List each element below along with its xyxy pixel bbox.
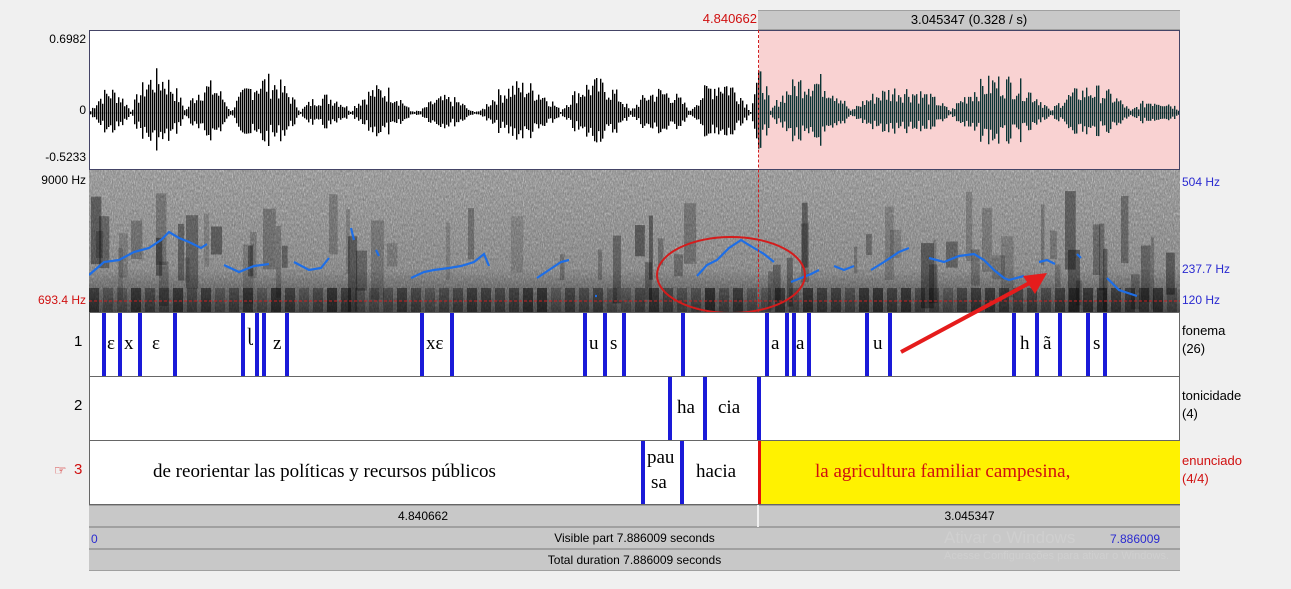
interval-boundary[interactable]	[680, 441, 684, 504]
visible-part-bar[interactable]: Visible part 7.886009 seconds	[89, 527, 1180, 549]
selection-duration-bar[interactable]: 3.045347 (0.328 / s)	[758, 10, 1180, 30]
interval-boundary[interactable]	[583, 313, 587, 376]
tier-number-1: 1	[74, 333, 83, 350]
interval-boundary[interactable]	[262, 313, 266, 376]
segment-duration-left[interactable]: 4.840662	[89, 505, 757, 527]
interval-boundary[interactable]	[1058, 313, 1062, 376]
phoneme-label: ã	[1043, 333, 1052, 354]
interval-boundary[interactable]	[641, 441, 645, 504]
pitch-min-label: 120 Hz	[1182, 293, 1221, 307]
tier-name-1: fonema (26)	[1182, 323, 1226, 356]
selection-duration-label: 3.045347 (0.328 / s)	[910, 12, 1028, 27]
pitch-max-label: 504 Hz	[1182, 175, 1221, 189]
tier-number-2: 2	[74, 397, 83, 414]
phoneme-label: s	[1093, 333, 1101, 354]
interval-boundary[interactable]	[285, 313, 289, 376]
interval-boundary[interactable]	[173, 313, 177, 376]
highlight-ellipse	[656, 236, 806, 312]
interval-boundary[interactable]	[118, 313, 122, 376]
pitch-cursor-label: 237.7 Hz	[1182, 262, 1231, 276]
phoneme-label: u	[589, 333, 599, 354]
spectrogram-panel[interactable]	[89, 170, 1180, 312]
phoneme-label: a	[771, 333, 780, 354]
utterance-label-selected: la agricultura familiar campesina,	[815, 461, 1071, 482]
tier-fonema[interactable]: ɛ x ɛ ɭ z xɛ u s a a u h ã s	[89, 312, 1180, 377]
interval-boundary[interactable]	[622, 313, 626, 376]
phoneme-label: x	[124, 333, 134, 354]
interval-boundary[interactable]	[888, 313, 892, 376]
time-cursor-line	[758, 30, 759, 312]
annotation-arrow-icon	[900, 273, 1047, 354]
phoneme-label: ɭ	[247, 325, 253, 346]
waveform-y-zero: 0	[79, 103, 86, 117]
visible-end-label: 7.886009	[1110, 532, 1161, 546]
total-duration-bar[interactable]: Total duration 7.886009 seconds	[89, 549, 1180, 571]
phoneme-label: xɛ	[426, 333, 444, 354]
tier-number-3: 3	[74, 461, 83, 478]
waveform-trace-selected	[760, 71, 1179, 148]
utterance-label: hacia	[696, 461, 737, 482]
syllable-label: cia	[718, 397, 741, 418]
segment-duration-right[interactable]: 3.045347	[759, 505, 1180, 527]
phoneme-label: ɛ	[152, 333, 160, 354]
interval-boundary[interactable]	[807, 313, 811, 376]
waveform-y-min: -0.5233	[45, 150, 86, 164]
interval-boundary[interactable]	[1103, 313, 1107, 376]
cursor-time-label: 4.840662	[702, 11, 757, 26]
interval-boundary[interactable]	[792, 313, 796, 376]
interval-boundary[interactable]	[1012, 313, 1016, 376]
interval-boundary[interactable]	[765, 313, 769, 376]
interval-boundary[interactable]	[1086, 313, 1090, 376]
utterance-label: sa	[651, 472, 667, 493]
waveform-y-max: 0.6982	[49, 32, 86, 46]
interval-boundary[interactable]	[681, 313, 685, 376]
pitch-contour	[89, 227, 1138, 298]
interval-selection-edge	[758, 441, 761, 504]
spectrogram-freq-cursor: 693.4 Hz	[37, 293, 86, 307]
interval-boundary[interactable]	[1035, 313, 1039, 376]
phoneme-label: h	[1020, 333, 1030, 354]
interval-boundary[interactable]	[865, 313, 869, 376]
interval-boundary[interactable]	[420, 313, 424, 376]
interval-boundary[interactable]	[450, 313, 454, 376]
interval-boundary[interactable]	[102, 313, 106, 376]
utterance-label: de reorientar las políticas y recursos p…	[153, 461, 496, 482]
visible-start-label: 0	[91, 532, 98, 546]
tier-name-2: tonicidade (4)	[1182, 388, 1242, 421]
phoneme-label: s	[610, 333, 618, 354]
phoneme-label: ɛ	[107, 333, 115, 354]
interval-boundary[interactable]	[255, 313, 259, 376]
phoneme-label: u	[873, 333, 883, 354]
tier-pointer-icon: ☞	[54, 462, 67, 478]
interval-boundary[interactable]	[668, 377, 672, 440]
top-time-bar: 4.840662 3.045347 (0.328 / s)	[89, 10, 1180, 30]
tier-name-3: enunciado (4/4)	[1182, 453, 1242, 486]
tier-enunciado[interactable]: de reorientar las políticas y recursos p…	[89, 440, 1180, 505]
interval-boundary[interactable]	[757, 377, 761, 440]
spectrogram-freq-max: 9000 Hz	[41, 173, 86, 187]
windows-activation-watermark: Ativar o Windows Acesse Configurações pa…	[944, 528, 1169, 562]
selected-interval[interactable]	[760, 441, 1180, 504]
waveform-panel[interactable]	[89, 30, 1180, 170]
interval-boundary[interactable]	[241, 313, 245, 376]
interval-boundary[interactable]	[603, 313, 607, 376]
syllable-label: ha	[677, 397, 695, 418]
phoneme-label: a	[796, 333, 805, 354]
interval-boundary[interactable]	[785, 313, 789, 376]
interval-boundary[interactable]	[703, 377, 707, 440]
waveform-trace-unselected	[90, 68, 760, 151]
interval-boundary[interactable]	[138, 313, 142, 376]
utterance-label: pau	[647, 447, 675, 468]
phoneme-label: z	[273, 333, 282, 354]
spectrogram-formant-bands	[89, 191, 1177, 312]
tier-tonicidade[interactable]: ha cia	[89, 376, 1180, 441]
